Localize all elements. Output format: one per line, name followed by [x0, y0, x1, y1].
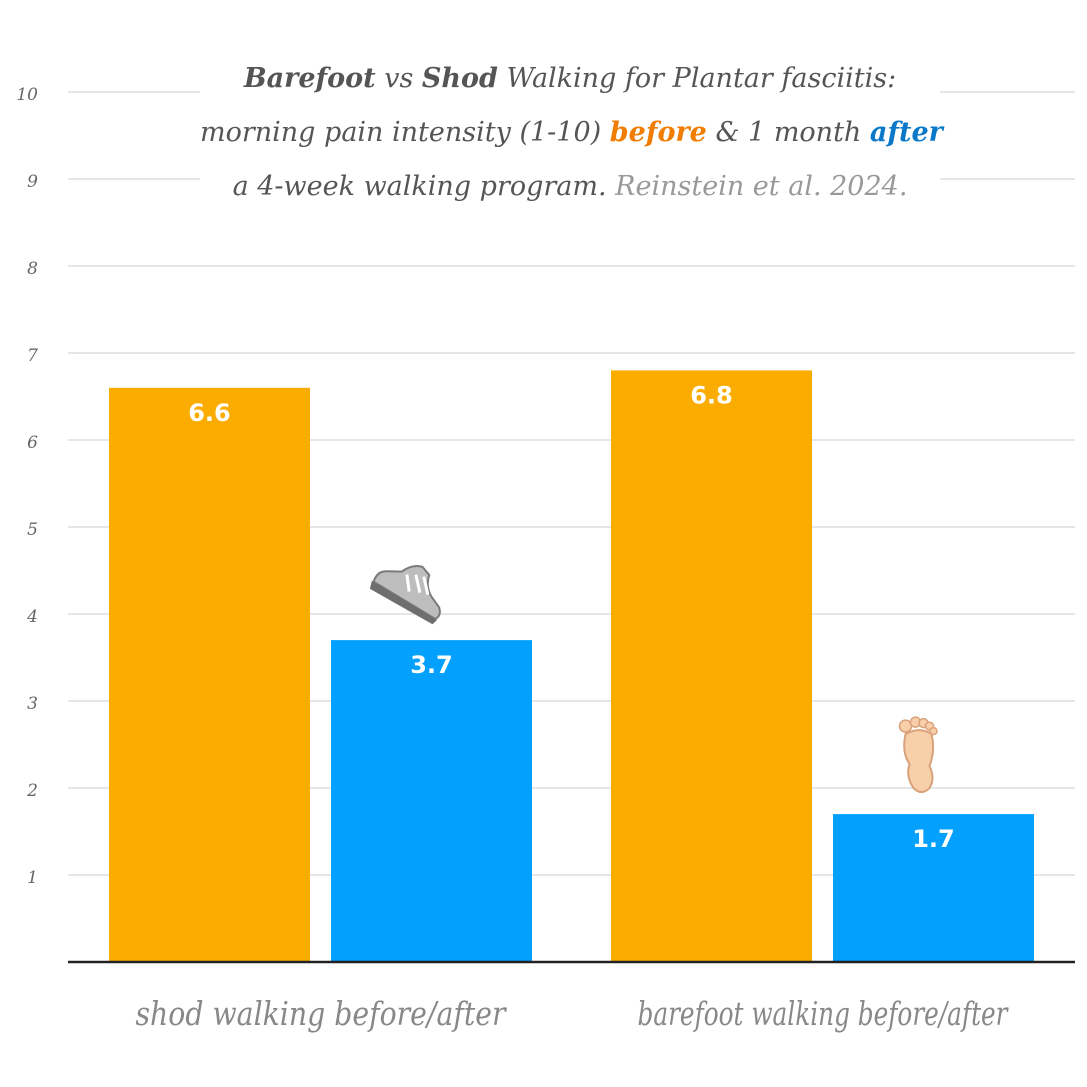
title-line-1: Barefoot vs Shod Walking for Plantar fas…	[200, 52, 940, 106]
x-axis-labels: shod walking before/after barefoot walkin…	[136, 994, 1010, 1033]
bar-before-barefoot	[611, 370, 812, 962]
annotation-icons	[369, 564, 938, 794]
y-tick-label-7: 7	[27, 346, 38, 366]
bar-before-shod	[109, 387, 310, 962]
y-tick-label-6: 6	[27, 433, 38, 453]
title-after: after	[869, 117, 943, 148]
title-program: a 4-week walking program.	[232, 171, 616, 202]
data-label-after-shod: 3.7	[410, 651, 453, 679]
title-barefoot: Barefoot	[243, 63, 376, 94]
sneaker-icon	[369, 564, 441, 625]
y-tick-label-8: 8	[27, 259, 38, 279]
title-vs: vs	[375, 63, 422, 94]
data-label-before-shod: 6.6	[188, 399, 231, 427]
bars	[109, 370, 1034, 962]
title-line-2: morning pain intensity (1-10) before & 1…	[200, 106, 943, 160]
y-tick-label-9: 9	[27, 172, 38, 192]
y-tick-label-5: 5	[27, 520, 38, 540]
title-line-3: a 4-week walking program. Reinstein et a…	[200, 160, 940, 214]
title-walking-for: Walking for Plantar fasciitis:	[497, 63, 897, 94]
bar-after-barefoot	[833, 814, 1034, 962]
y-axis-ticks: 1 2 3 4 5 6 7 8 9 10	[16, 85, 38, 888]
x-tick-label-barefoot: barefoot walking before/after	[638, 994, 1010, 1033]
title-morning-pain: morning pain intensity (1-10)	[200, 117, 610, 148]
title-one-month: & 1 month	[706, 117, 870, 148]
y-tick-label-4: 4	[26, 607, 38, 627]
title-before: before	[609, 117, 707, 148]
y-tick-label-3: 3	[27, 694, 38, 714]
chart-title: Barefoot vs Shod Walking for Plantar fas…	[200, 52, 943, 214]
foot-icon	[898, 716, 938, 794]
title-citation: Reinstein et al. 2024.	[615, 171, 908, 202]
bar-after-shod	[331, 640, 532, 962]
title-shod: Shod	[421, 63, 498, 94]
data-labels: 6.6 3.7 6.8 1.7	[188, 381, 955, 853]
y-tick-label-10: 10	[16, 85, 38, 105]
y-tick-label-1: 1	[27, 868, 38, 888]
y-tick-label-2: 2	[26, 781, 38, 801]
data-label-before-barefoot: 6.8	[690, 381, 733, 409]
x-tick-label-shod: shod walking before/after	[136, 994, 508, 1033]
data-label-after-barefoot: 1.7	[912, 825, 955, 853]
